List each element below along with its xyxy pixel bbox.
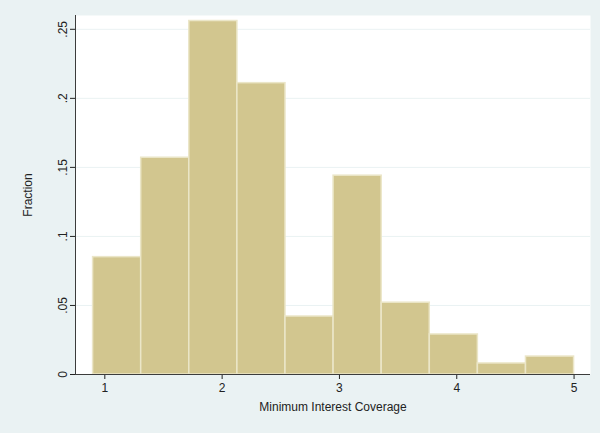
svg-text:4: 4 — [453, 381, 460, 395]
svg-text:.05: .05 — [56, 297, 70, 314]
svg-text:Minimum Interest Coverage: Minimum Interest Coverage — [259, 400, 407, 414]
svg-text:1: 1 — [101, 381, 108, 395]
svg-text:.25: .25 — [56, 21, 70, 38]
svg-text:0: 0 — [56, 371, 70, 378]
svg-text:.15: .15 — [56, 159, 70, 176]
svg-text:.2: .2 — [56, 93, 70, 103]
svg-text:Fraction: Fraction — [21, 173, 35, 216]
svg-text:.1: .1 — [56, 231, 70, 241]
svg-text:5: 5 — [571, 381, 578, 395]
svg-text:3: 3 — [336, 381, 343, 395]
svg-text:2: 2 — [219, 381, 226, 395]
